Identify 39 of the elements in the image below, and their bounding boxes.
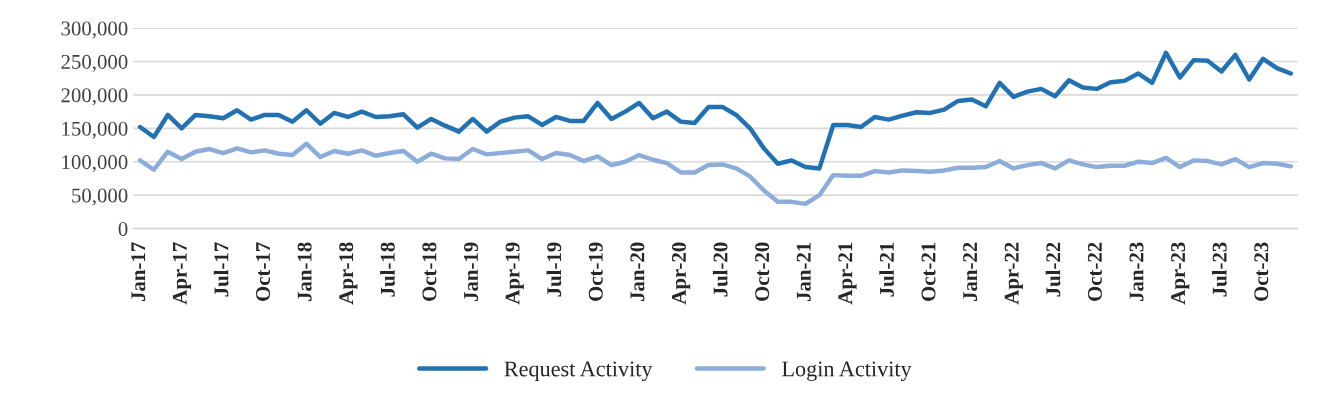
- x-tick-label: Apr-22: [1004, 242, 1023, 305]
- line-series: [137, 141, 1294, 207]
- x-tick-label: Apr-18: [339, 242, 358, 305]
- x-tick-label: Jan-23: [1129, 242, 1144, 302]
- x-tick-label: Oct-23: [1254, 242, 1269, 301]
- x-tick-label: Oct-21: [921, 242, 936, 301]
- x-tick-label: Jan-22: [963, 242, 978, 302]
- x-tick-label: Oct-19: [588, 242, 603, 301]
- x-tick-label: Jul-18: [380, 242, 395, 297]
- x-tick-label: Apr-19: [505, 242, 524, 305]
- y-tick-label: 150,000: [62, 121, 128, 139]
- y-tick-label: 0: [118, 221, 128, 236]
- y-tick-label: 50,000: [72, 188, 128, 206]
- y-tick-label: 200,000: [61, 88, 128, 106]
- x-tick-label: Jan-21: [796, 242, 811, 302]
- x-tick-label: Oct-18: [422, 242, 437, 301]
- x-tick-label: Jul-21: [879, 242, 894, 297]
- legend-label: Login Activity: [782, 361, 912, 381]
- x-tick-label: Jan-20: [630, 242, 645, 302]
- x-tick-label: Oct-17: [256, 242, 271, 301]
- x-tick-label: Apr-21: [838, 242, 857, 305]
- x-tick-label: Apr-17: [172, 242, 192, 305]
- y-tick-label: 300,000: [61, 21, 128, 39]
- x-tick-label: Jan-18: [297, 242, 312, 302]
- x-tick-label: Apr-20: [671, 242, 691, 305]
- x-tick-label: Jul-22: [1045, 242, 1061, 297]
- x-tick-label: Jul-19: [546, 242, 562, 297]
- x-tick-label: Jan-19: [464, 242, 478, 302]
- x-tick-label: Jul-17: [213, 242, 229, 297]
- y-tick-label: 100,000: [62, 155, 128, 173]
- x-tick-label: Oct-22: [1087, 242, 1102, 301]
- x-tick-label: Jul-23: [1212, 242, 1227, 297]
- x-tick-label: Apr-23: [1171, 242, 1190, 305]
- line-series: [137, 50, 1294, 171]
- legend-label: Request Activity: [504, 361, 653, 381]
- x-tick-label: Jul-20: [712, 242, 728, 297]
- x-tick-label: Jan-17: [131, 242, 146, 302]
- x-tick-label: Oct-20: [755, 242, 770, 301]
- y-tick-label: 250,000: [61, 54, 128, 72]
